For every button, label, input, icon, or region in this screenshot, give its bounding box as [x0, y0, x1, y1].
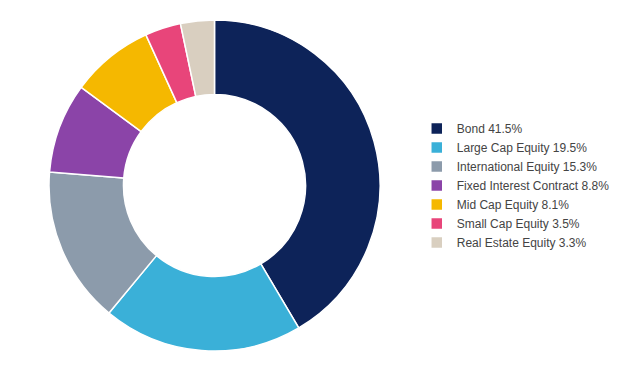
svg-text:International Equity 15.3%: International Equity 15.3% — [457, 160, 597, 174]
svg-text:Small Cap Equity 3.5%: Small Cap Equity 3.5% — [457, 217, 580, 231]
svg-text:Fixed Interest Contract 8.8%: Fixed Interest Contract 8.8% — [457, 179, 609, 193]
svg-text:Mid Cap Equity 8.1%: Mid Cap Equity 8.1% — [457, 198, 569, 212]
svg-text:Bond 41.5%: Bond 41.5% — [457, 122, 523, 136]
svg-text:Large Cap Equity 19.5%: Large Cap Equity 19.5% — [457, 141, 587, 155]
svg-text:Real Estate Equity 3.3%: Real Estate Equity 3.3% — [457, 236, 587, 250]
